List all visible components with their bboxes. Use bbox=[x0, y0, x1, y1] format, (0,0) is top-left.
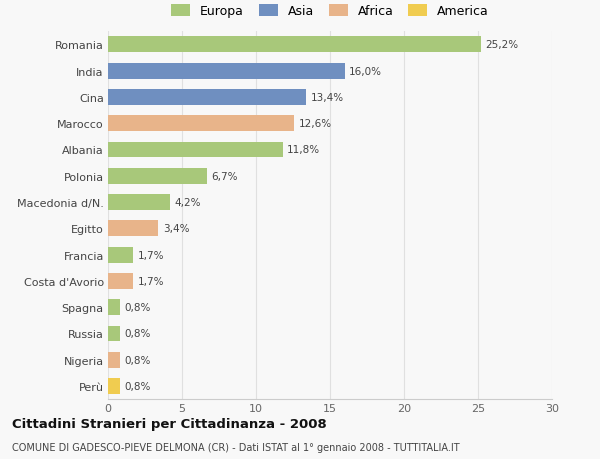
Text: 12,6%: 12,6% bbox=[299, 119, 332, 129]
Bar bbox=[108, 274, 133, 289]
Text: 6,7%: 6,7% bbox=[212, 171, 238, 181]
Bar bbox=[108, 168, 207, 184]
Text: 0,8%: 0,8% bbox=[124, 355, 151, 365]
Text: 16,0%: 16,0% bbox=[349, 67, 382, 77]
Text: 1,7%: 1,7% bbox=[137, 276, 164, 286]
Text: 4,2%: 4,2% bbox=[175, 198, 201, 207]
Bar bbox=[108, 247, 133, 263]
Text: 0,8%: 0,8% bbox=[124, 381, 151, 391]
Text: 11,8%: 11,8% bbox=[287, 145, 320, 155]
Text: COMUNE DI GADESCO-PIEVE DELMONA (CR) - Dati ISTAT al 1° gennaio 2008 - TUTTITALI: COMUNE DI GADESCO-PIEVE DELMONA (CR) - D… bbox=[12, 442, 460, 452]
Bar bbox=[108, 116, 295, 132]
Bar bbox=[108, 195, 170, 211]
Bar bbox=[108, 64, 345, 79]
Text: 0,8%: 0,8% bbox=[124, 329, 151, 339]
Text: Cittadini Stranieri per Cittadinanza - 2008: Cittadini Stranieri per Cittadinanza - 2… bbox=[12, 417, 327, 430]
Bar bbox=[108, 37, 481, 53]
Bar bbox=[108, 326, 120, 341]
Bar bbox=[108, 378, 120, 394]
Bar bbox=[108, 300, 120, 315]
Bar bbox=[108, 221, 158, 237]
Text: 13,4%: 13,4% bbox=[311, 93, 344, 103]
Text: 1,7%: 1,7% bbox=[137, 250, 164, 260]
Bar bbox=[108, 90, 307, 106]
Legend: Europa, Asia, Africa, America: Europa, Asia, Africa, America bbox=[171, 6, 489, 18]
Bar bbox=[108, 352, 120, 368]
Text: 25,2%: 25,2% bbox=[485, 40, 518, 50]
Text: 0,8%: 0,8% bbox=[124, 302, 151, 313]
Bar bbox=[108, 142, 283, 158]
Text: 3,4%: 3,4% bbox=[163, 224, 189, 234]
